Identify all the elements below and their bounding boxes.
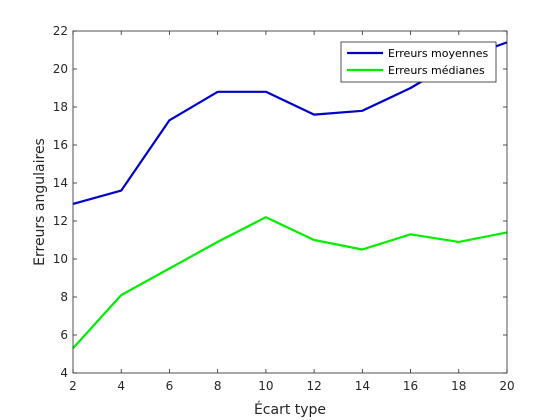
y-tick-label: 12 bbox=[53, 214, 68, 228]
x-tick-label: 18 bbox=[451, 379, 466, 393]
x-tick-label: 20 bbox=[499, 379, 514, 393]
legend-entry-0: Erreurs moyennes bbox=[388, 47, 488, 60]
legend-box bbox=[340, 41, 497, 83]
y-tick-label: 16 bbox=[53, 138, 68, 152]
x-tick-label: 10 bbox=[258, 379, 273, 393]
y-axis-label: Erreurs angulaires bbox=[32, 138, 48, 266]
y-tick-label: 10 bbox=[53, 252, 68, 266]
plot-background bbox=[73, 31, 507, 373]
y-tick-label: 4 bbox=[60, 366, 68, 380]
legend-entry-1: Erreurs médianes bbox=[388, 64, 485, 77]
x-tick-label: 2 bbox=[69, 379, 77, 393]
x-axis-label: Écart type bbox=[254, 401, 326, 418]
y-tick-label: 14 bbox=[53, 176, 68, 190]
x-tick-label: 6 bbox=[166, 379, 174, 393]
y-tick-label: 20 bbox=[53, 62, 68, 76]
y-tick-label: 8 bbox=[60, 290, 68, 304]
x-tick-label: 8 bbox=[214, 379, 222, 393]
y-tick-label: 18 bbox=[53, 100, 68, 114]
series-line-1 bbox=[72, 216, 508, 350]
plot-area bbox=[73, 31, 507, 373]
y-tick-label: 22 bbox=[53, 24, 68, 38]
x-tick-label: 14 bbox=[355, 379, 370, 393]
legend: Erreurs moyennes Erreurs médianes bbox=[340, 41, 497, 83]
y-tick-label: 6 bbox=[60, 328, 68, 342]
x-tick-label: 16 bbox=[403, 379, 418, 393]
x-tick-label: 4 bbox=[117, 379, 125, 393]
x-tick-label: 12 bbox=[306, 379, 321, 393]
axes-frame bbox=[72, 30, 508, 374]
